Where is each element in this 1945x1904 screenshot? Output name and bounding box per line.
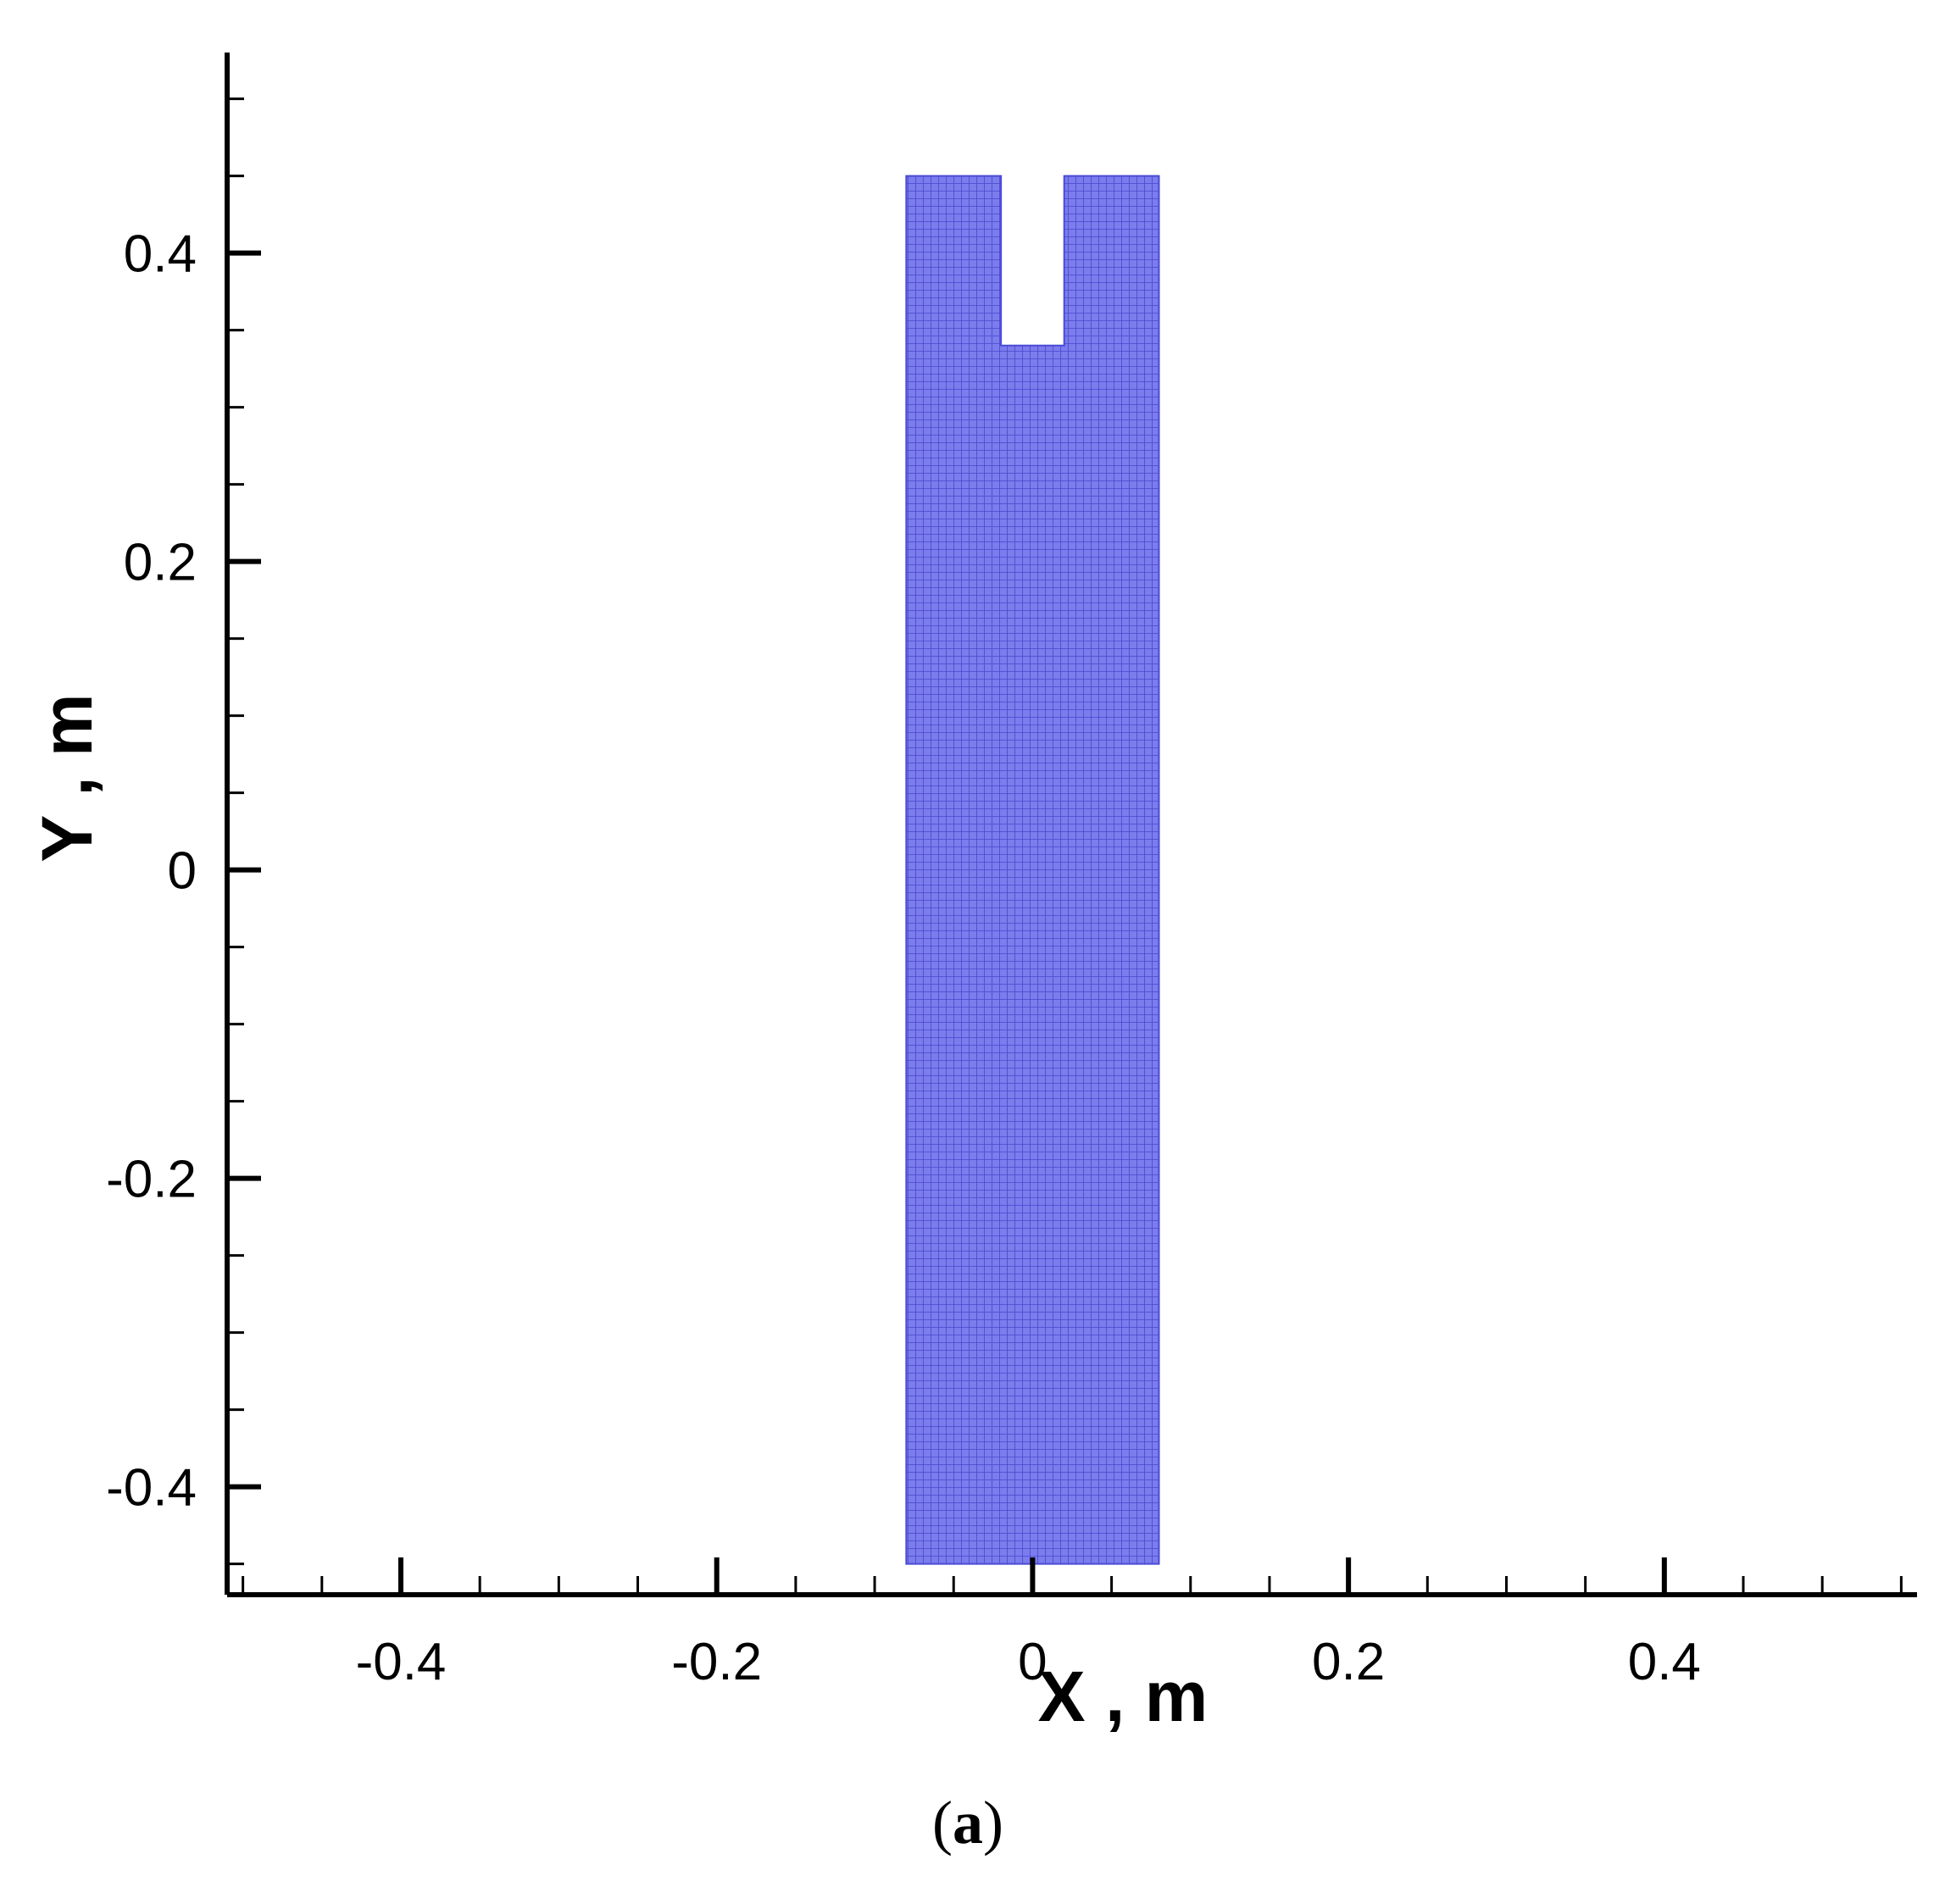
y-tick-label: -0.2 [106, 1151, 197, 1209]
axes [225, 53, 1917, 1597]
figure-caption: (a) [932, 1789, 1003, 1857]
y-tick-label: 0 [168, 842, 197, 901]
x-axis-label: X , m [1038, 1657, 1209, 1736]
x-tick-label: -0.4 [356, 1633, 447, 1691]
x-tick-label: 0.2 [1312, 1633, 1385, 1691]
mesh-domain [905, 175, 1160, 1565]
axis-ticks [227, 97, 1903, 1595]
tick-labels: -0.4 -0.2 0 0.2 0.4 0.4 0.2 0 -0.2 -0.4 [106, 225, 1701, 1691]
caption-close: ) [983, 1789, 1003, 1857]
y-tick-label: 0.2 [124, 534, 197, 592]
y-tick-label: -0.4 [106, 1459, 197, 1518]
y-tick-label: 0.4 [124, 225, 197, 284]
caption-open: ( [932, 1789, 953, 1857]
x-tick-label: -0.2 [671, 1633, 762, 1691]
x-tick-label: 0.4 [1628, 1633, 1701, 1691]
y-axis-label: Y , m [27, 693, 107, 862]
caption-letter: a [953, 1789, 983, 1857]
mesh-region [905, 175, 1160, 1565]
x-tick-label: 0 [1018, 1633, 1047, 1691]
